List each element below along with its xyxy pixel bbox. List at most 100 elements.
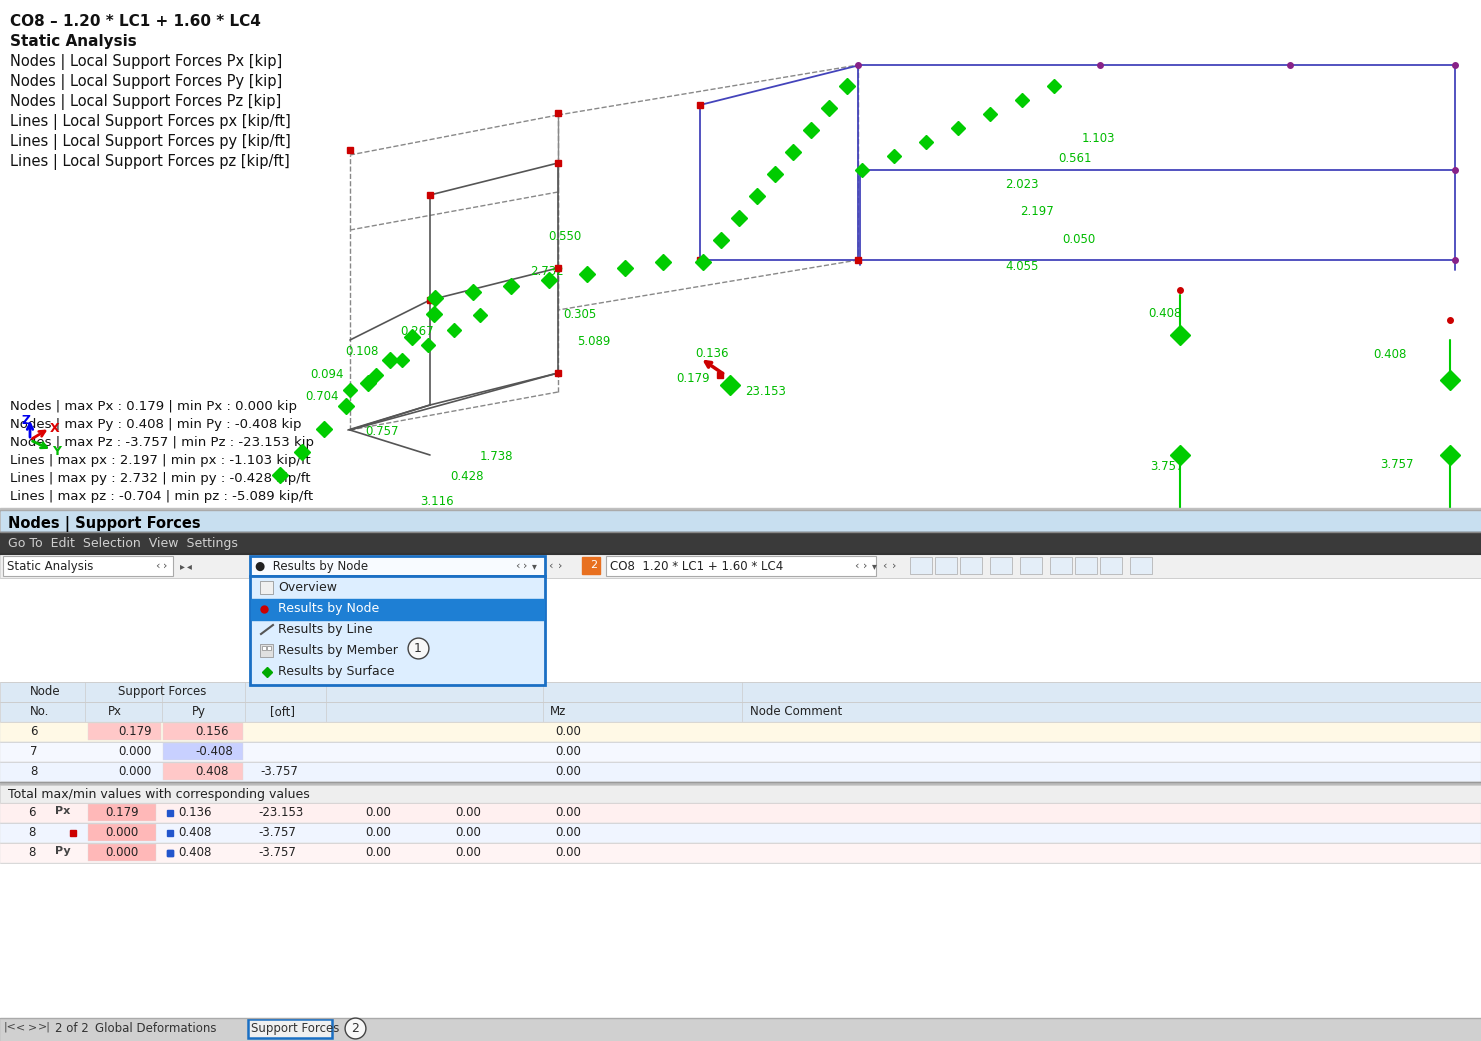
Text: 0.00: 0.00 [555, 765, 581, 778]
Bar [3, 556, 173, 576]
Bar [163, 763, 243, 780]
Text: 0.000: 0.000 [105, 846, 138, 859]
Text: -23.153: -23.153 [258, 806, 304, 819]
Text: ›: › [892, 561, 896, 572]
Bar [89, 726, 101, 737]
Bar [0, 782, 1481, 785]
Text: Nodes | max Py : 0.408 | min Py : -0.408 kip: Nodes | max Py : 0.408 | min Py : -0.408… [10, 418, 302, 431]
Text: 6: 6 [30, 725, 37, 738]
Bar [163, 743, 243, 760]
Text: ‹: ‹ [548, 561, 552, 572]
Text: 0.000: 0.000 [118, 745, 151, 758]
Text: -3.757: -3.757 [261, 765, 298, 778]
Text: 0.00: 0.00 [555, 846, 581, 859]
Text: Nodes | Local Support Forces Pz [kip]: Nodes | Local Support Forces Pz [kip] [10, 94, 281, 110]
Bar [1100, 557, 1123, 574]
Text: 0.704: 0.704 [305, 390, 339, 403]
Bar [250, 576, 545, 685]
Text: 0.408: 0.408 [178, 826, 212, 839]
Text: CO8 – 1.20 * LC1 + 1.60 * LC4: CO8 – 1.20 * LC1 + 1.60 * LC4 [10, 14, 261, 29]
Text: ›: › [523, 561, 527, 572]
Text: Lines | max pz : -0.704 | min pz : -5.089 kip/ft: Lines | max pz : -0.704 | min pz : -5.08… [10, 490, 312, 503]
Text: Nodes | Local Support Forces Py [kip]: Nodes | Local Support Forces Py [kip] [10, 74, 283, 90]
Bar [87, 824, 156, 841]
Text: Py: Py [55, 846, 71, 856]
Text: Support Forces: Support Forces [118, 685, 206, 699]
Bar [87, 723, 161, 740]
Text: Static Analysis: Static Analysis [7, 560, 93, 573]
Text: 3.116: 3.116 [421, 496, 453, 508]
Text: Nodes | max Pz : -3.757 | min Pz : -23.153 kip: Nodes | max Pz : -3.757 | min Pz : -23.1… [10, 436, 314, 449]
Bar [1050, 557, 1072, 574]
Text: 0.00: 0.00 [364, 826, 391, 839]
Bar [0, 532, 1481, 554]
Text: 2 of 2: 2 of 2 [55, 1022, 89, 1035]
Bar [250, 599, 544, 620]
Text: Results by Surface: Results by Surface [278, 665, 394, 678]
Bar [0, 742, 1481, 762]
Text: Nodes | Local Support Forces Px [kip]: Nodes | Local Support Forces Px [kip] [10, 54, 283, 70]
Text: Node: Node [30, 685, 61, 699]
Bar [261, 581, 273, 594]
Text: 1: 1 [415, 642, 422, 655]
Text: 0.179: 0.179 [675, 372, 709, 385]
Bar [1020, 557, 1043, 574]
Text: |<: |< [4, 1022, 16, 1033]
Text: 6: 6 [28, 806, 36, 819]
Bar [87, 844, 156, 861]
Text: No.: No. [30, 705, 49, 718]
Bar [262, 646, 267, 650]
Text: >: > [28, 1022, 37, 1032]
Text: >|: >| [39, 1022, 50, 1033]
Bar [267, 646, 271, 650]
Text: 2: 2 [591, 560, 597, 570]
Text: ●  Results by Node: ● Results by Node [255, 560, 369, 573]
Bar [0, 510, 1481, 532]
Text: 0.00: 0.00 [555, 806, 581, 819]
Text: 0.156: 0.156 [195, 725, 228, 738]
Text: Go To  Edit  Selection  View  Settings: Go To Edit Selection View Settings [7, 537, 238, 550]
Text: 0.136: 0.136 [178, 806, 212, 819]
Text: Support Forces: Support Forces [250, 1022, 339, 1035]
Text: 8: 8 [28, 846, 36, 859]
Text: 0.428: 0.428 [450, 469, 483, 483]
Text: [oft]: [oft] [270, 705, 295, 718]
Text: ▸: ▸ [181, 561, 185, 572]
Text: Results by Line: Results by Line [278, 623, 373, 636]
Text: ▾: ▾ [872, 561, 877, 572]
Text: CO8  1.20 * LC1 + 1.60 * LC4: CO8 1.20 * LC1 + 1.60 * LC4 [610, 560, 783, 573]
Text: ‹: ‹ [883, 561, 887, 572]
Text: Results by Node: Results by Node [278, 602, 379, 615]
Bar [582, 557, 600, 574]
Text: Px: Px [55, 806, 70, 816]
Text: ›: › [163, 561, 167, 572]
Text: 2.732: 2.732 [530, 265, 564, 278]
Text: Z: Z [22, 414, 31, 427]
Bar [0, 0, 1481, 510]
Text: 0.179: 0.179 [118, 725, 151, 738]
Bar [0, 722, 1481, 742]
Text: 3.757: 3.757 [1151, 460, 1183, 473]
Text: 0.000: 0.000 [105, 826, 138, 839]
Bar [909, 557, 932, 574]
Text: 8: 8 [30, 765, 37, 778]
Text: 1.738: 1.738 [480, 450, 514, 463]
Text: Overview: Overview [278, 581, 338, 594]
Text: 0.136: 0.136 [695, 347, 729, 360]
Text: Mz: Mz [549, 705, 566, 718]
Text: 0.108: 0.108 [345, 345, 378, 358]
Text: 0.000: 0.000 [118, 765, 151, 778]
Text: ▾: ▾ [532, 561, 538, 572]
Bar [0, 682, 1481, 702]
Text: 1.103: 1.103 [1083, 132, 1115, 145]
Text: 2.197: 2.197 [1020, 205, 1054, 218]
Text: -0.408: -0.408 [195, 745, 233, 758]
Text: 0.757: 0.757 [364, 425, 398, 438]
Text: ‹: ‹ [156, 561, 160, 572]
Text: X: X [50, 422, 59, 435]
Text: Static Analysis: Static Analysis [10, 34, 136, 49]
Text: Node Comment: Node Comment [749, 705, 843, 718]
Text: 0.267: 0.267 [400, 325, 434, 338]
Text: Nodes | Support Forces: Nodes | Support Forces [7, 516, 200, 532]
Bar [606, 556, 875, 576]
